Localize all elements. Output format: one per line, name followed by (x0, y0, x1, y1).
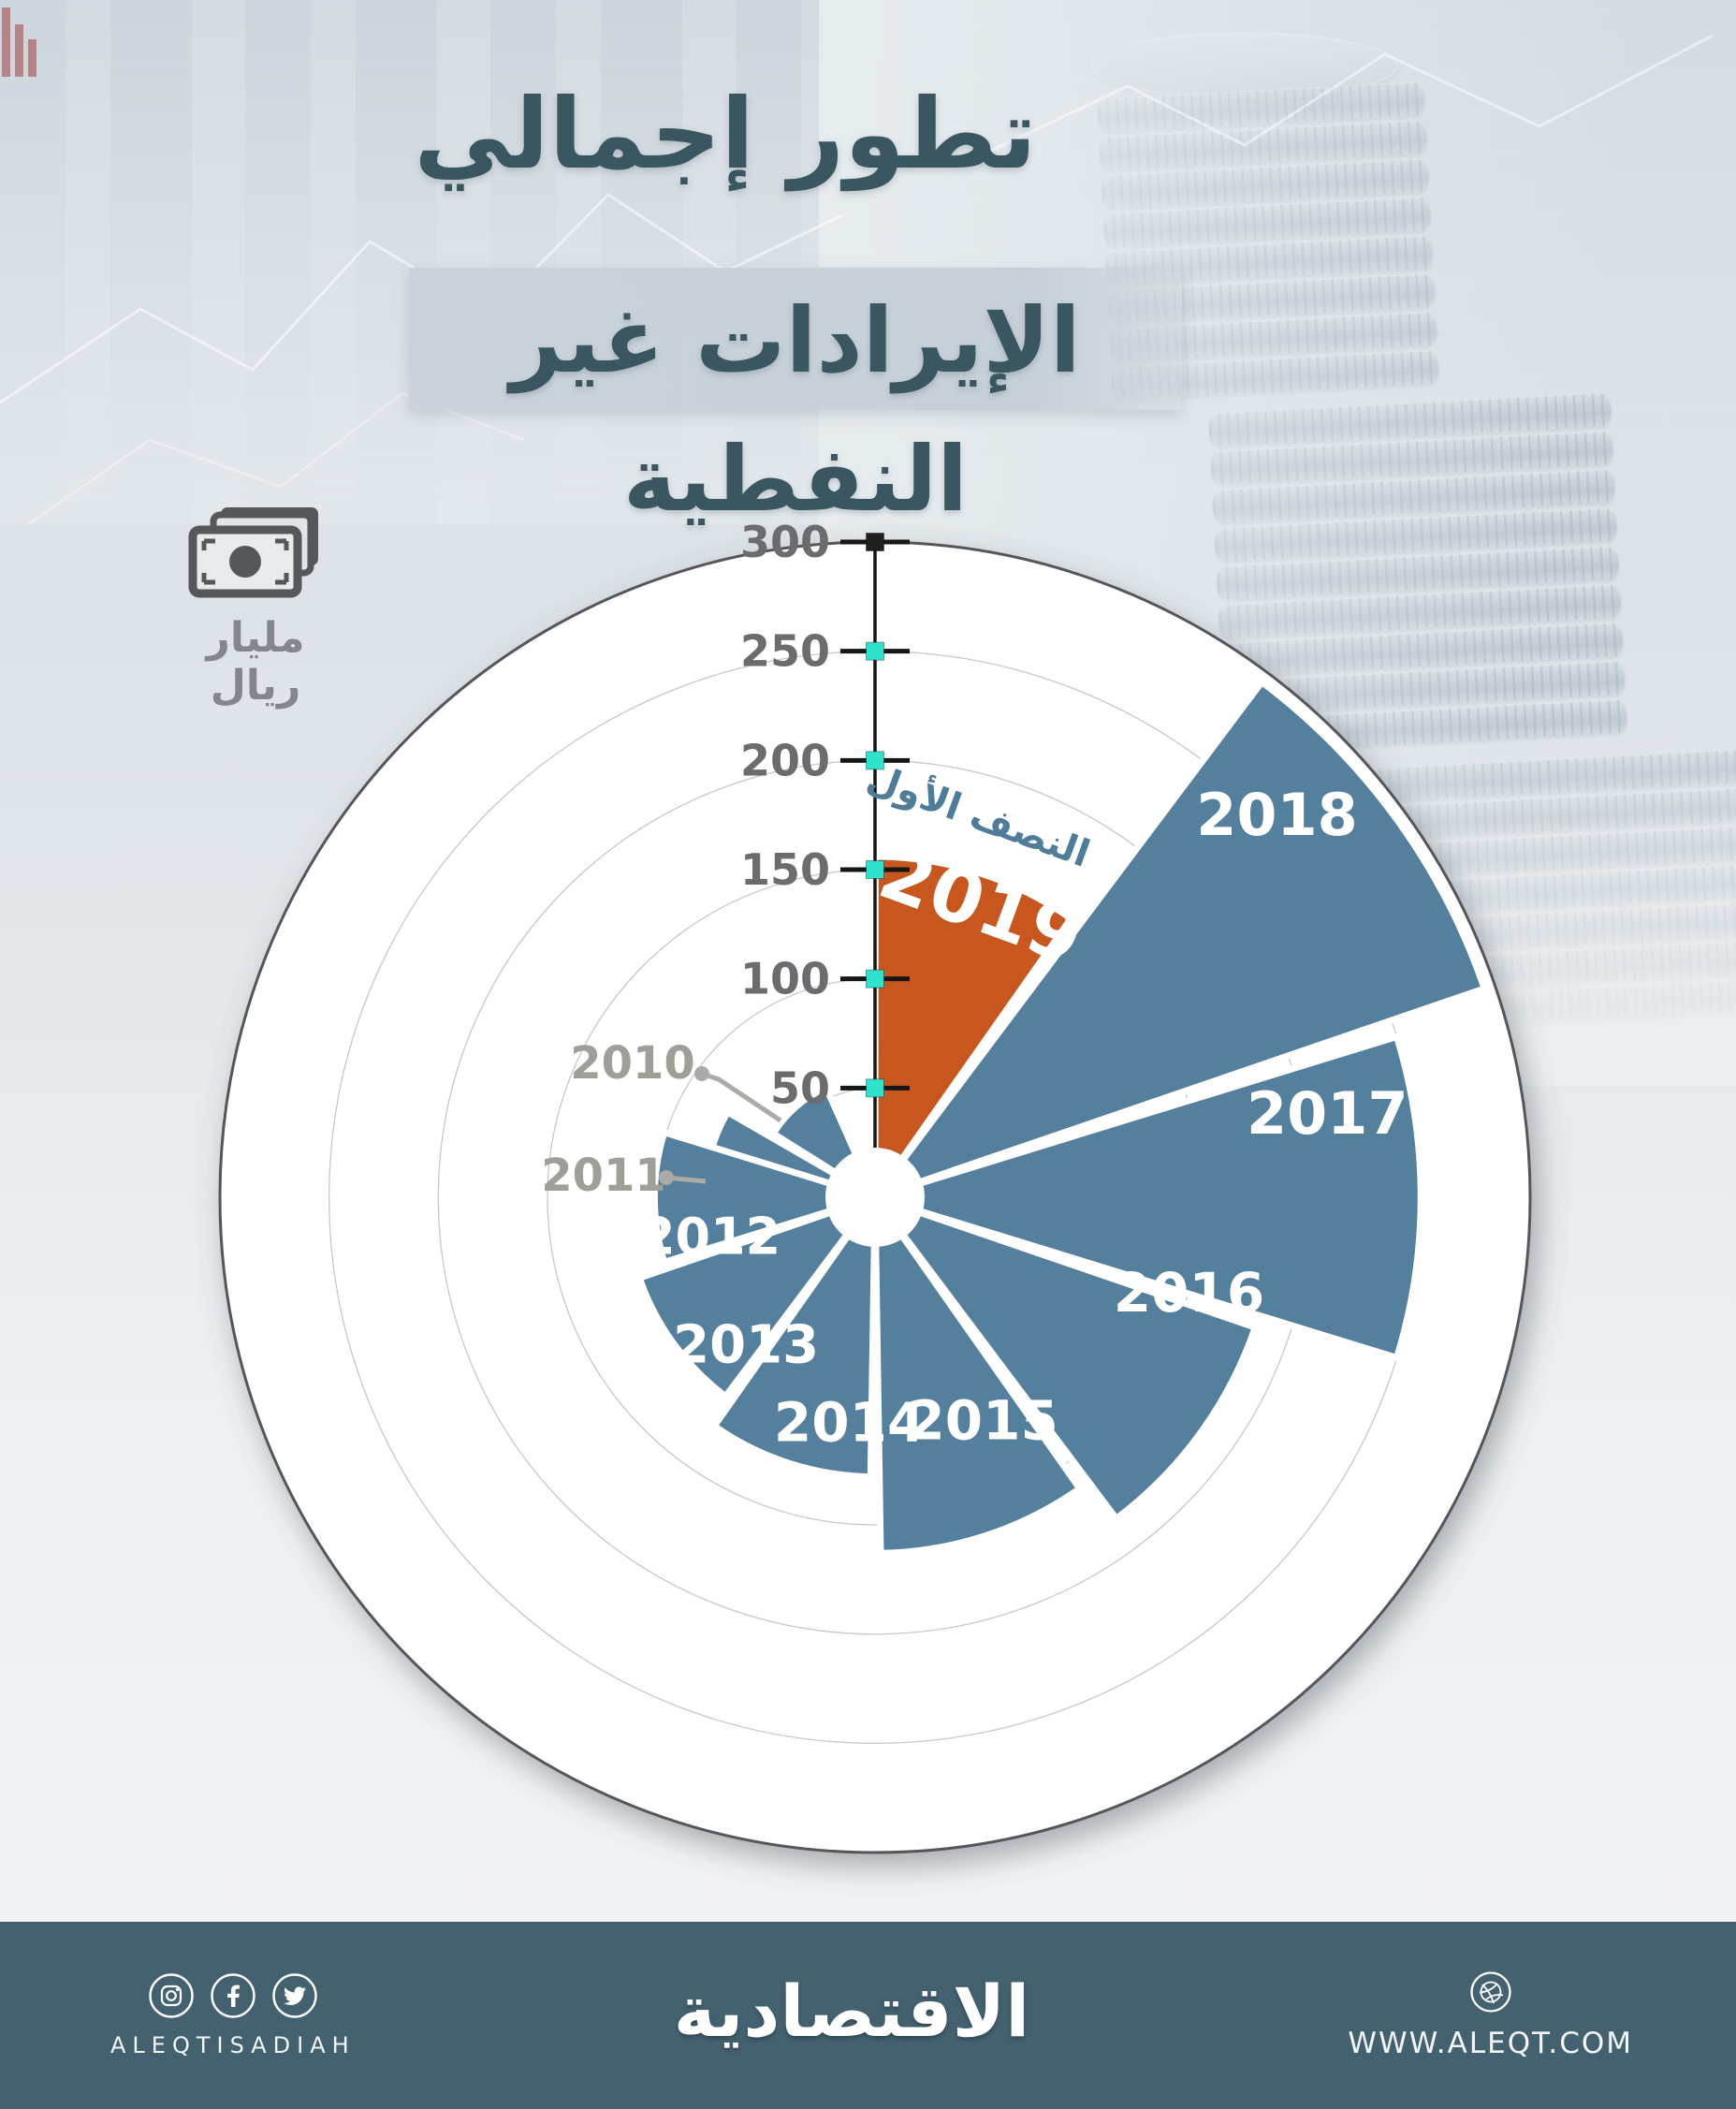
instagram-icon[interactable] (148, 1972, 195, 2019)
social-block: ALEQTISADIAH (110, 1972, 356, 2058)
brand-logo: الاقتصادية (673, 1969, 1030, 2053)
leader-dot-2010 (694, 1066, 709, 1081)
year-label-2014: 2014 (774, 1391, 925, 1455)
website-url[interactable]: WWW.ALEQT.COM (1348, 2027, 1633, 2060)
tick-marker-50 (866, 1078, 884, 1098)
website-block: WWW.ALEQT.COM (1348, 1970, 1633, 2060)
year-label-2018: 2018 (1196, 781, 1358, 849)
unit-badge: مليار ريال (167, 505, 344, 710)
year-label-2017: 2017 (1247, 1079, 1408, 1148)
year-label-2013: 2013 (673, 1315, 819, 1376)
page-title-line1: تطور إجمالي (414, 77, 1037, 191)
year-label-2012: 2012 (640, 1208, 780, 1267)
tick-label-250: 250 (740, 626, 830, 677)
wedge-2014 (709, 1186, 879, 1481)
twitter-icon[interactable] (271, 1972, 318, 2019)
page-title-line2: الإيرادات غير النفطية (510, 288, 1081, 532)
banknotes-icon (188, 507, 318, 598)
wedge-2019 (871, 853, 1076, 1208)
tick-marker-250 (866, 641, 884, 661)
facebook-icon[interactable] (210, 1972, 256, 2019)
tick-marker-100 (866, 969, 884, 989)
title-band: الإيرادات غير النفطية (409, 268, 1182, 532)
city-skyline-image (0, 0, 917, 524)
social-handle[interactable]: ALEQTISADIAH (110, 2032, 356, 2058)
wedge-2016 (866, 1191, 1260, 1524)
wedge-2015 (871, 1186, 1085, 1557)
year-label-2016: 2016 (1114, 1261, 1264, 1325)
tick-label-200: 200 (740, 735, 830, 785)
unit-label: مليار ريال (206, 614, 305, 710)
wedge-2018 (866, 677, 1489, 1204)
wedge-2017 (864, 1033, 1424, 1362)
chart-center-hole (825, 1148, 925, 1247)
dribbble-icon[interactable] (1469, 1970, 1512, 2014)
year-label-2015: 2015 (907, 1389, 1058, 1453)
wedge-2013 (635, 1191, 884, 1401)
wedge-2012 (650, 1128, 886, 1267)
tick-label-300: 300 (740, 517, 830, 567)
tick-label-100: 100 (740, 954, 830, 1004)
red-chart-bars-decoration (2, 7, 39, 94)
year-label-2010: 2010 (570, 1037, 695, 1090)
tick-marker-150 (866, 860, 884, 879)
footer-bar: ALEQTISADIAH الاقتصادية WWW.ALEQT.COM (0, 1922, 1736, 2109)
leader-dot-2011 (659, 1170, 674, 1185)
tick-marker-300 (866, 533, 884, 551)
tick-marker-200 (866, 751, 884, 770)
tick-label-150: 150 (740, 844, 830, 895)
tick-label-50: 50 (770, 1062, 830, 1113)
year-label-2011: 2011 (541, 1150, 666, 1202)
